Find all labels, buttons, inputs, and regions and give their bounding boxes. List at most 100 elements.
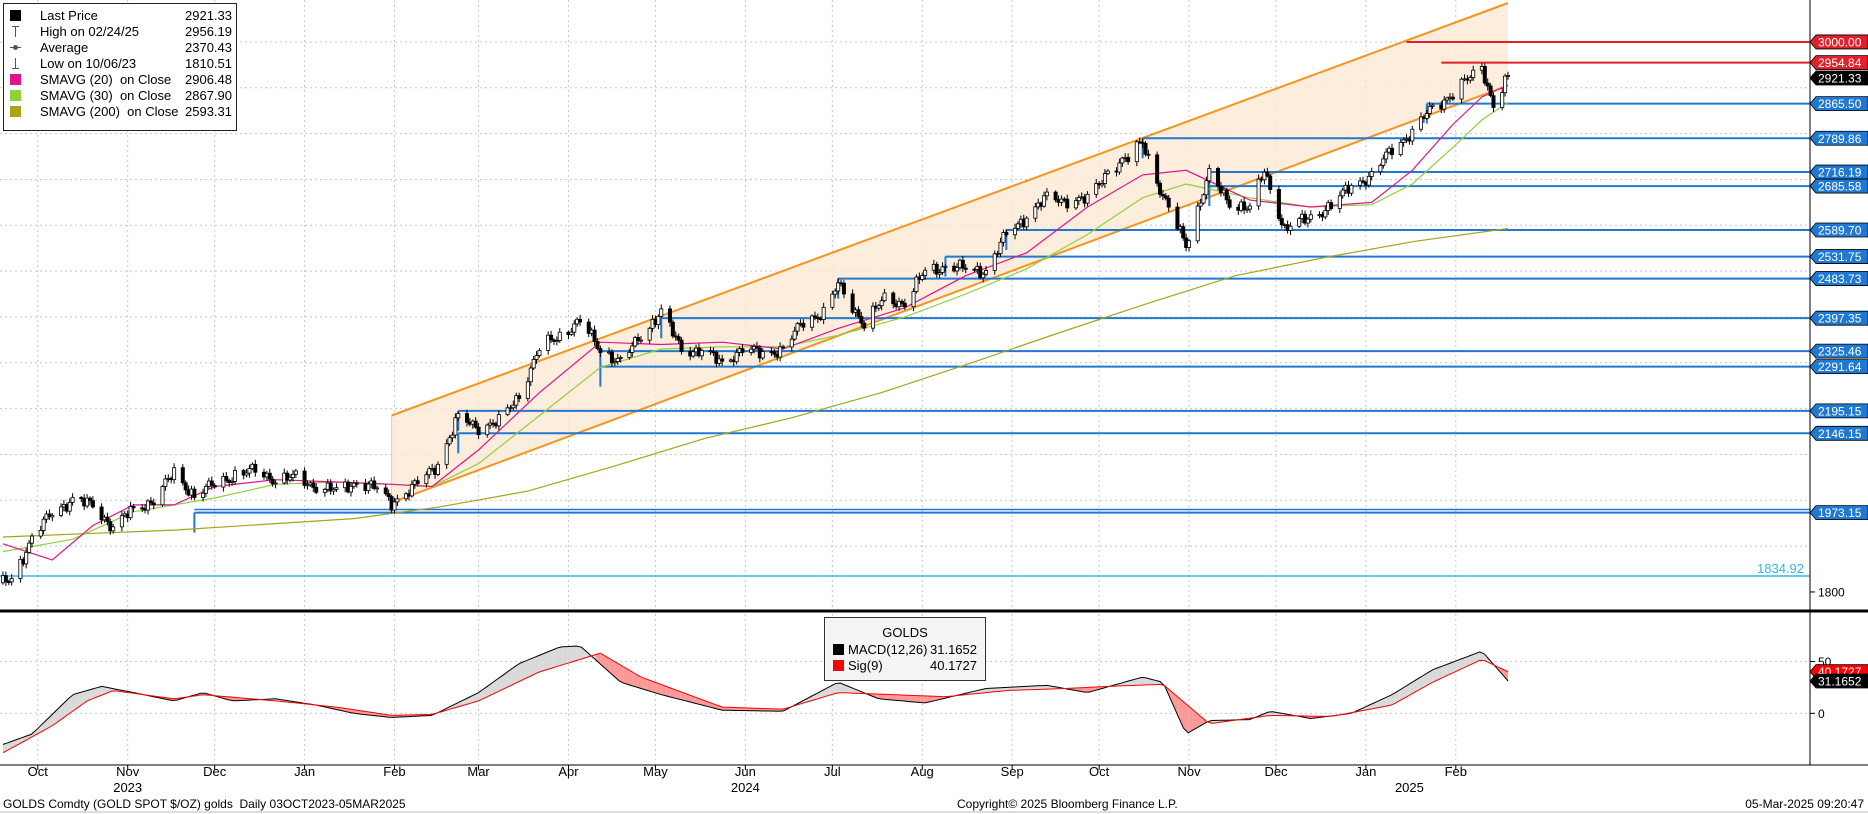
legend-label: SMAVG (20) on Close: [40, 72, 172, 87]
candle-body: [1224, 189, 1229, 201]
macd-histogram-band: [529, 657, 535, 677]
candle-body: [1340, 189, 1345, 197]
macd-histogram-band: [515, 663, 521, 684]
candle-body: [322, 488, 327, 493]
macd-histogram-band: [609, 658, 615, 677]
macd-histogram-band: [501, 672, 507, 690]
candle-body: [549, 334, 554, 341]
macd-histogram-band: [1390, 692, 1396, 706]
level-tag-label: 2865.50: [1818, 97, 1862, 111]
legend-value: 1810.51: [185, 56, 232, 71]
macd-histogram-band: [647, 679, 653, 692]
level-tag: 2589.70: [1809, 222, 1868, 238]
macd-histogram-band: [830, 683, 836, 695]
macd-histogram-band: [534, 655, 540, 675]
sma200-line: [2, 227, 1509, 538]
candle-body: [285, 472, 290, 481]
candle-body: [1424, 113, 1429, 119]
level-tag-label: 2531.75: [1818, 250, 1862, 264]
high-tag-bg: [1809, 55, 1868, 71]
legend-item-sma200: SMAVG (200) on Close 2593.31: [10, 104, 232, 120]
macd-histogram-band: [1141, 677, 1146, 686]
x-year-label: 2024: [731, 780, 760, 795]
macd-histogram-band: [1009, 687, 1015, 691]
candle-body: [305, 484, 310, 487]
target-tag: 3000.00: [1809, 34, 1868, 49]
macd-histogram-band: [1366, 704, 1372, 710]
candle-body: [230, 481, 235, 483]
candle-body: [1160, 194, 1165, 197]
macd-histogram-band: [473, 692, 479, 703]
candle-body: [708, 350, 713, 353]
candle-body: [435, 463, 440, 475]
candle-body: [1398, 141, 1403, 156]
low-marker-icon: [10, 58, 21, 69]
candle-body: [876, 305, 881, 309]
level-tag: 2146.15: [1809, 425, 1868, 441]
candle-body: [415, 480, 420, 485]
level-tag: 2531.75: [1809, 249, 1868, 264]
legend-item-sma20: SMAVG (20) on Close 2906.48: [10, 72, 232, 88]
macd-histogram-band: [906, 695, 911, 702]
candle-body: [862, 322, 867, 329]
candle-body: [720, 358, 725, 362]
candle-body: [334, 487, 339, 490]
level-tag: 2685.58: [1809, 178, 1868, 194]
candle-body: [514, 395, 519, 406]
level-tag: 1973.15: [1809, 505, 1868, 520]
candle-body: [224, 476, 229, 481]
candle-body: [508, 407, 513, 410]
candle-body: [960, 259, 965, 269]
legend-item-high: High on 02/24/25 2956.19: [10, 24, 232, 40]
candle-body: [203, 485, 208, 494]
candle-body: [943, 265, 948, 268]
candle-body: [372, 480, 377, 489]
macd-histogram-band: [562, 646, 568, 665]
macd-histogram-band: [572, 646, 577, 662]
candle-body: [1366, 175, 1371, 186]
legend-label: High on 02/24/25: [40, 24, 140, 39]
macd-histogram-band: [595, 653, 601, 665]
macd-histogram-band: [1475, 651, 1480, 663]
candle-body: [447, 437, 452, 445]
legend-value: 2921.33: [185, 8, 232, 23]
macd-histogram-band: [938, 696, 944, 700]
macd-histogram-band: [1503, 669, 1508, 682]
legend-value: 2370.43: [185, 40, 232, 55]
candle-body: [395, 498, 400, 503]
average-marker-icon: [10, 42, 21, 53]
candle-body: [1503, 75, 1508, 94]
macd-histogram-band: [656, 682, 662, 695]
level-tag-bg: [1809, 505, 1868, 520]
candle-body: [899, 300, 904, 304]
candle-body: [131, 506, 136, 509]
candle-body: [505, 407, 510, 416]
macd-histogram-band: [755, 708, 761, 711]
candle-body: [627, 352, 632, 358]
candle-body: [937, 272, 942, 275]
macd-legend-value: 31.1652: [930, 642, 977, 657]
candle-body: [595, 340, 600, 349]
level-tag-bg: [1809, 178, 1868, 194]
candle-body: [1358, 180, 1363, 186]
candle-body: [1198, 202, 1203, 207]
candle-body: [984, 270, 989, 275]
candle-body: [273, 482, 278, 485]
candle-body: [598, 348, 603, 353]
candle-body: [1227, 199, 1232, 208]
candle-body: [328, 482, 333, 492]
legend-label: Last Price: [40, 8, 98, 23]
candle-body: [1120, 157, 1125, 164]
candle-body: [79, 497, 84, 499]
candle-body: [1216, 168, 1221, 187]
candle-body: [618, 357, 623, 359]
x-year-label: 2025: [1395, 780, 1424, 795]
candle-body: [331, 488, 336, 492]
macd-histogram-band: [459, 699, 464, 707]
footer-copyright: Copyright© 2025 Bloomberg Finance L.P.: [957, 797, 1178, 811]
macd-histogram-band: [1188, 705, 1193, 733]
candle-body: [1337, 195, 1342, 209]
candle-body: [1369, 171, 1374, 177]
macd-histogram-band: [929, 696, 935, 702]
macd-histogram-band: [1451, 660, 1457, 674]
